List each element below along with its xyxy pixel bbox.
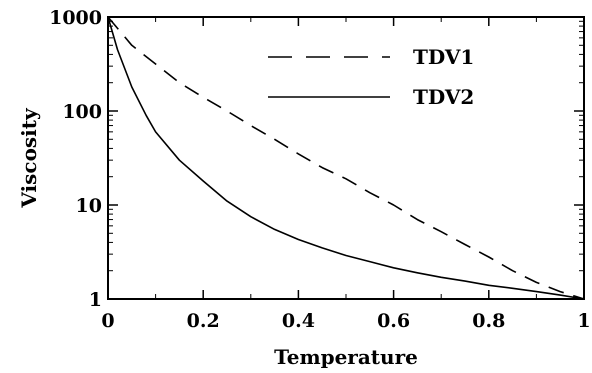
y-tick-label: 100 <box>62 101 102 123</box>
legend-label-tdv2: TDV2 <box>413 85 474 109</box>
x-tick-label: 0.8 <box>472 310 505 332</box>
x-tick-label: 0 <box>101 310 114 332</box>
series-lines <box>107 16 585 300</box>
axis-ticks <box>107 16 585 300</box>
y-tick-label: 10 <box>76 195 102 217</box>
legend-label-tdv1: TDV1 <box>413 45 474 69</box>
x-axis-title: Temperature <box>274 345 418 369</box>
tick-labels: 0 0.2 0.4 0.6 0.8 1 1 10 100 1000 <box>49 7 591 332</box>
x-tick-label: 0.4 <box>282 310 315 332</box>
x-tick-label: 1 <box>577 310 590 332</box>
x-tick-label: 0.2 <box>187 310 220 332</box>
y-tick-label: 1 <box>89 289 102 311</box>
y-axis-title: Viscosity <box>17 107 41 209</box>
y-tick-label: 1000 <box>49 7 102 29</box>
series-line-tdv2 <box>107 16 585 300</box>
x-tick-label: 0.6 <box>377 310 410 332</box>
series-line-tdv1 <box>107 16 585 300</box>
legend: TDV1 TDV2 <box>268 45 474 109</box>
plot-frame <box>107 16 585 300</box>
